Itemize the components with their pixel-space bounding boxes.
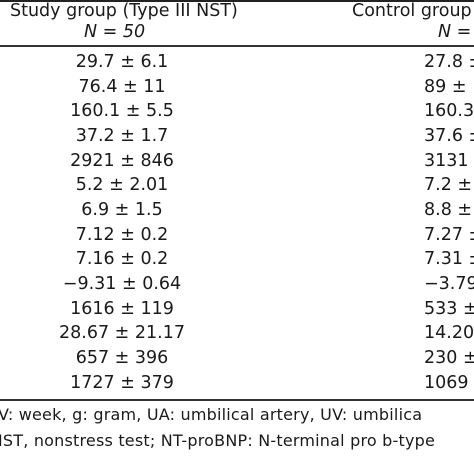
- study-cell: 7.12 ± 0.2: [75, 225, 169, 245]
- study-cell: 1727 ± 379: [70, 373, 174, 393]
- control-cell: 37.6 ±: [424, 126, 474, 146]
- study-cell: 28.67 ± 21.17: [59, 323, 185, 343]
- study-cell: 5.2 ± 2.01: [75, 175, 169, 195]
- study-cell: 76.4 ± 11: [78, 77, 166, 97]
- control-cell: 8.8 ±: [424, 200, 473, 220]
- control-cell: 7.31 ±: [424, 249, 474, 269]
- control-cell: 27.8 ±: [424, 52, 474, 72]
- control-cell: 230 ±: [424, 348, 474, 368]
- study-cell: 7.16 ± 0.2: [75, 249, 169, 269]
- control-cell: 533 ±: [424, 299, 474, 319]
- header-rule: [0, 45, 474, 47]
- study-cell: 160.1 ± 5.5: [70, 101, 174, 121]
- study-cell: 29.7 ± 6.1: [75, 52, 169, 72]
- study-group-header: Study group (Type III NST): [10, 1, 238, 21]
- control-cell: 7.27 ±: [424, 225, 474, 245]
- study-cell: 6.9 ± 1.5: [81, 200, 163, 220]
- study-cell: 2921 ± 846: [70, 151, 174, 171]
- study-cell: 37.2 ± 1.7: [75, 126, 169, 146]
- control-cell: 160.3 ±: [424, 101, 474, 121]
- footnote-line-1: V: week, g: gram, UA: umbilical artery, …: [0, 405, 423, 424]
- control-cell: −3.79 ±: [424, 274, 474, 294]
- control-cell: 1069 ±: [424, 373, 474, 393]
- study-cell: −9.31 ± 0.64: [62, 274, 182, 294]
- control-cell: 89 ±: [424, 77, 467, 97]
- study-group-n: N = 50: [84, 22, 146, 42]
- footnote-line-2: IST, nonstress test; NT-proBNP: N-termin…: [0, 431, 436, 450]
- control-cell: 3131 ±: [424, 151, 474, 171]
- bottom-rule: [0, 399, 474, 401]
- study-cell: 1616 ± 119: [70, 299, 174, 319]
- study-cell: 657 ± 396: [75, 348, 169, 368]
- control-cell: 7.2 ± 0: [424, 175, 474, 195]
- control-group-n: N =: [438, 22, 472, 42]
- control-group-header: Control group: [352, 1, 472, 21]
- top-rule: [0, 0, 474, 2]
- control-cell: 14.20 ±: [424, 323, 474, 343]
